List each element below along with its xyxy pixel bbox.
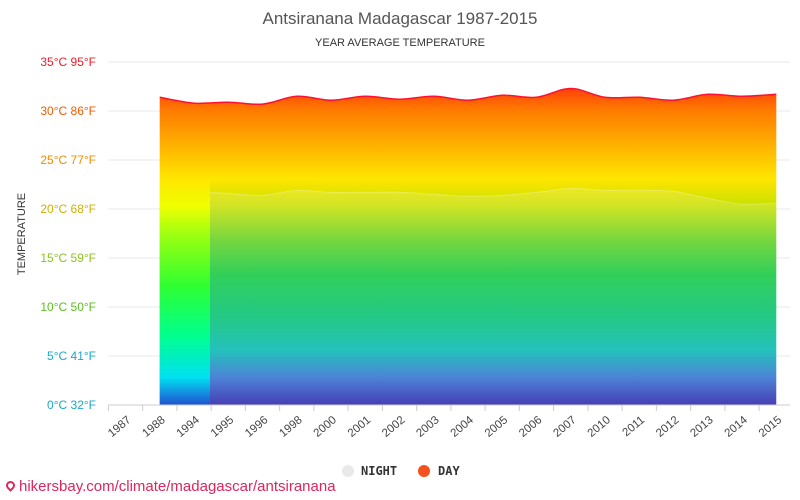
chart-title: Antsiranana Madagascar 1987-2015 [262,9,537,28]
x-tick-label: 2010 [586,414,613,440]
y-tick-label: 20°C 68°F [40,202,96,216]
location-pin-icon [4,479,17,492]
x-tick-label: 2011 [621,414,648,439]
x-tick-label: 2005 [483,414,510,440]
x-axis: 1987 1988 1994 1995 1996 1998 2000 2001 2002 2003… [106,404,790,440]
y-tick-label: 30°C 86°F [40,104,96,118]
x-tick-label: 1994 [175,414,203,440]
source-link[interactable]: hikersbay.com/climate/madagascar/antsira… [4,478,336,495]
x-tick-label: 1996 [243,414,270,440]
plot-areas [159,87,777,405]
night-line [209,187,777,205]
y-tick-label: 15°C 59°F [40,251,96,265]
night-area [210,188,777,405]
source-text: hikersbay.com/climate/madagascar/antsira… [19,478,336,495]
legend-item-day[interactable]: DAY [418,464,460,478]
x-tick-label: 2002 [380,414,407,440]
x-tick-label: 2001 [346,414,373,440]
x-tick-label: 2014 [723,414,751,440]
legend-day-label: DAY [438,464,460,478]
legend: NIGHT DAY [342,464,460,478]
x-tick-label: 2013 [688,414,715,440]
x-tick-label: 2006 [517,414,544,440]
y-tick-label: 35°C 95°F [40,55,96,69]
chart-subtitle: YEAR AVERAGE TEMPERATURE [315,37,485,49]
legend-night-label: NIGHT [361,464,397,478]
x-tick-label: 1998 [277,414,304,440]
x-tick-label: 2000 [312,414,339,440]
y-tick-label: 0°C 32°F [47,398,96,412]
x-tick-label: 2004 [449,414,477,440]
legend-night-marker [342,465,354,477]
y-axis-label: TEMPERATURE [16,193,28,275]
x-tick-label: 2003 [414,414,441,440]
legend-day-marker [418,465,430,477]
y-tick-label: 5°C 41°F [47,349,96,363]
legend-item-night[interactable]: NIGHT [342,464,397,478]
day-line [159,87,777,106]
y-axis-ticks: 0°C 32°F 5°C 41°F 10°C 50°F 15°C 59°F 20°C 6… [40,55,96,412]
y-tick-label: 25°C 77°F [40,153,96,167]
day-area [159,88,777,405]
day-area-left-band [159,88,210,405]
x-tick-label: 2015 [757,414,784,440]
x-tick-label: 1995 [209,414,236,440]
x-tick-label: 1988 [140,414,167,440]
x-tick-label: 2012 [654,414,681,440]
x-tick-label: 2007 [551,414,578,440]
x-tick-label: 1987 [106,414,133,440]
y-tick-label: 10°C 50°F [40,300,96,314]
